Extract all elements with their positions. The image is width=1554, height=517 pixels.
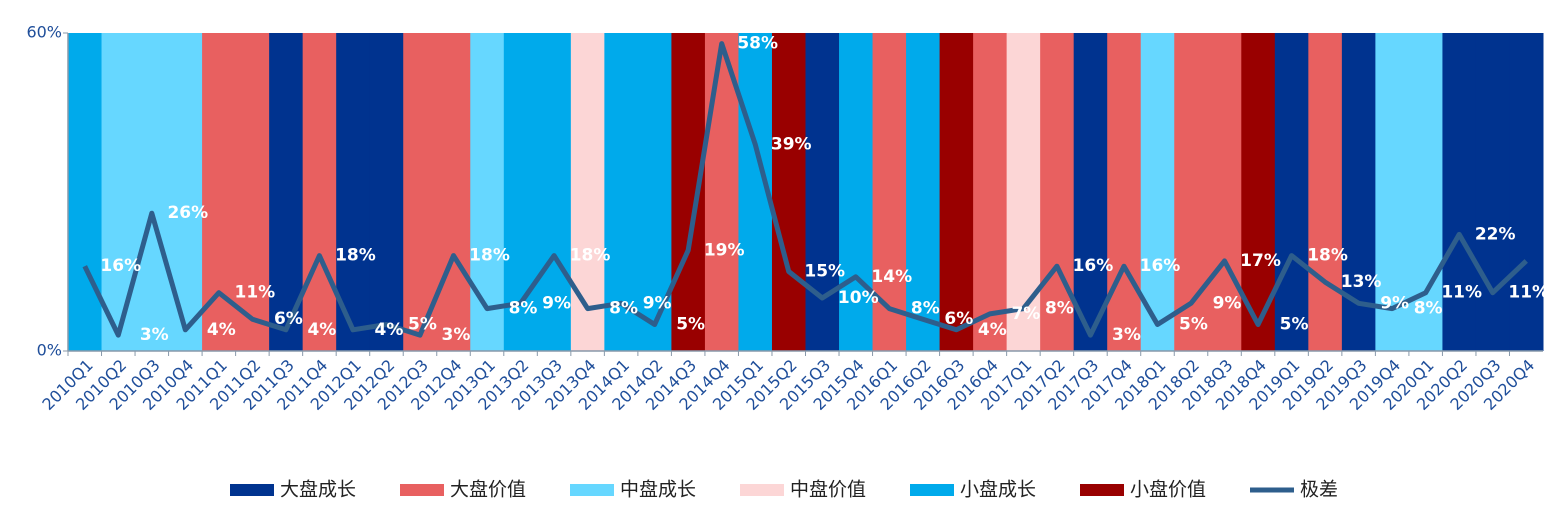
legend-swatch (400, 484, 444, 496)
value-label: 9% (542, 293, 571, 313)
value-label: 39% (771, 134, 812, 154)
value-label: 15% (804, 262, 845, 282)
value-label: 3% (442, 325, 471, 345)
regime-band (1442, 33, 1477, 351)
legend-label: 大盘价值 (450, 479, 526, 501)
regime-band (839, 33, 874, 351)
value-label: 4% (375, 320, 404, 340)
value-label: 6% (944, 309, 973, 329)
value-label: 8% (1414, 299, 1443, 319)
regime-band (1475, 33, 1510, 351)
value-label: 5% (676, 315, 705, 335)
legend-label: 极差 (1300, 479, 1338, 501)
value-label: 16% (1073, 256, 1114, 276)
regime-band (101, 33, 136, 351)
regime-band (906, 33, 941, 351)
regime-band (269, 33, 304, 351)
regime-band (369, 33, 404, 351)
legend-swatch (740, 484, 784, 496)
regime-band (503, 33, 538, 351)
value-label: 11% (235, 283, 276, 303)
regime-band (1174, 33, 1209, 351)
value-label: 5% (1280, 315, 1309, 335)
regime-band (202, 33, 237, 351)
value-label: 18% (469, 246, 510, 266)
value-label: 6% (274, 309, 303, 329)
regime-band (1308, 33, 1343, 351)
legend-swatch (230, 484, 274, 496)
value-label: 7% (1011, 304, 1040, 324)
value-label: 8% (609, 299, 638, 319)
regime-band (1040, 33, 1075, 351)
value-label: 17% (1240, 251, 1281, 271)
value-label: 4% (978, 320, 1007, 340)
legend-label: 中盘价值 (790, 479, 866, 501)
regime-band (805, 33, 840, 351)
value-label: 11% (1508, 283, 1549, 303)
regime-band (1140, 33, 1175, 351)
regime-band (403, 33, 438, 351)
regime-band (1006, 33, 1041, 351)
regime-band (336, 33, 371, 351)
regime-band (1375, 33, 1410, 351)
legend-label: 大盘成长 (280, 479, 356, 501)
regime-band (1073, 33, 1108, 351)
value-label: 11% (1441, 283, 1482, 303)
regime-band (135, 33, 170, 351)
regime-band (671, 33, 706, 351)
regime-band (1509, 33, 1544, 351)
regime-band (302, 33, 337, 351)
legend-swatch (910, 484, 954, 496)
regime-band (1207, 33, 1242, 351)
regime-band (168, 33, 203, 351)
value-label: 58% (737, 34, 778, 54)
value-label: 9% (1380, 293, 1409, 313)
value-label: 17% (1542, 251, 1554, 271)
value-label: 16% (100, 256, 141, 276)
y-tick-label: 0% (37, 341, 62, 360)
y-tick-label: 60% (26, 23, 62, 42)
value-label: 8% (1045, 299, 1074, 319)
regime-band (570, 33, 605, 351)
value-label: 26% (167, 203, 208, 223)
legend-label: 中盘成长 (620, 479, 696, 501)
value-label: 9% (1213, 293, 1242, 313)
regime-band (436, 33, 471, 351)
regime-band (604, 33, 639, 351)
legend-label: 小盘成长 (960, 479, 1036, 501)
legend-swatch (1080, 484, 1124, 496)
value-label: 5% (408, 315, 437, 335)
value-label: 3% (140, 325, 169, 345)
regime-band (1274, 33, 1309, 351)
regime-band (1107, 33, 1142, 351)
value-label: 3% (1112, 325, 1141, 345)
value-label: 16% (1140, 256, 1181, 276)
value-label: 18% (335, 246, 376, 266)
regime-band (939, 33, 974, 351)
legend-swatch (570, 484, 614, 496)
value-label: 22% (1475, 224, 1516, 244)
value-label: 8% (509, 299, 538, 319)
value-label: 5% (1179, 315, 1208, 335)
range-line (82, 41, 1528, 338)
regime-band (973, 33, 1008, 351)
value-label: 18% (1307, 246, 1348, 266)
regime-band (537, 33, 572, 351)
value-label: 9% (643, 293, 672, 313)
regime-band (771, 33, 806, 351)
value-label: 13% (1341, 272, 1382, 292)
regime-band (470, 33, 505, 351)
value-label: 8% (911, 299, 940, 319)
value-label: 10% (838, 288, 879, 308)
value-label: 19% (704, 240, 745, 260)
value-label: 18% (570, 246, 611, 266)
legend-label: 小盘价值 (1130, 479, 1206, 501)
regime-band (235, 33, 270, 351)
value-label: 14% (871, 267, 912, 287)
value-label: 4% (307, 320, 336, 340)
value-label: 4% (207, 320, 236, 340)
regime-band (68, 33, 103, 351)
